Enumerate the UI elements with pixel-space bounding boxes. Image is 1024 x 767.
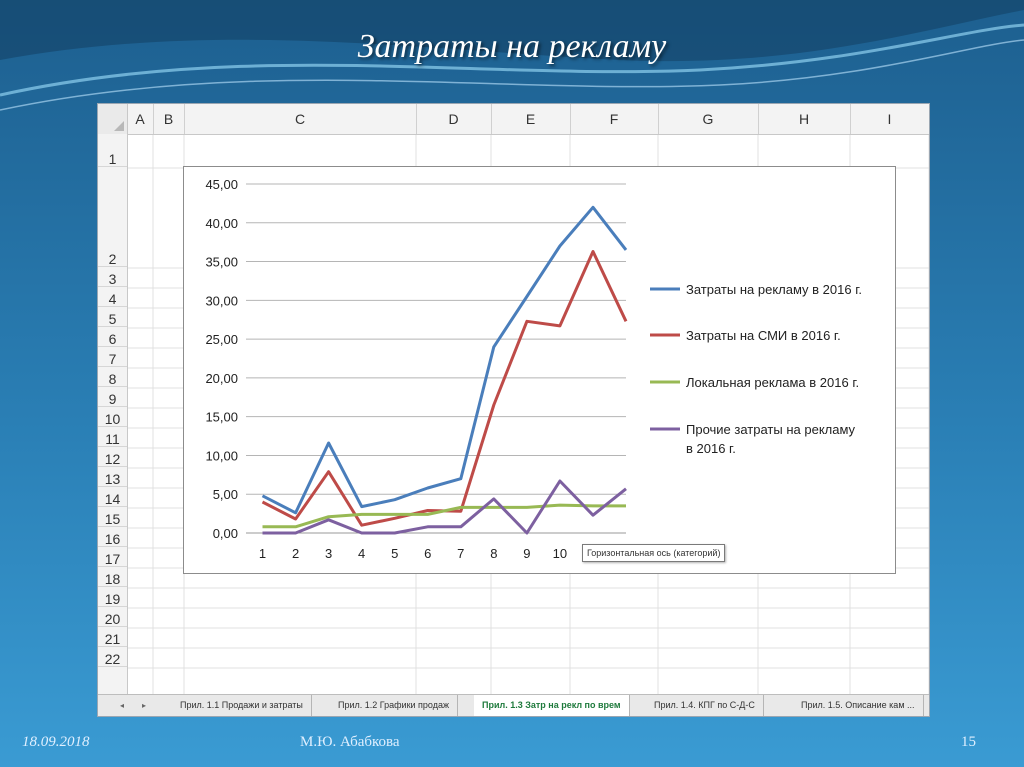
row-header-15[interactable]: 15 (98, 507, 127, 527)
x-tick-label: 10 (553, 546, 567, 561)
y-tick-label: 35,00 (205, 255, 238, 270)
row-header-3[interactable]: 3 (98, 267, 127, 287)
column-header-i[interactable]: I (850, 104, 929, 134)
row-header-9[interactable]: 9 (98, 387, 127, 407)
sheet-tab-2[interactable]: Прил. 1.2 Графики продаж (330, 695, 459, 716)
row-header-4[interactable]: 4 (98, 287, 127, 307)
row-header-6[interactable]: 6 (98, 327, 127, 347)
select-all-corner[interactable] (98, 104, 128, 134)
row-header-18[interactable]: 18 (98, 567, 127, 587)
series-line-1[interactable] (261, 205, 628, 515)
row-header-16[interactable]: 16 (98, 527, 127, 547)
row-header-14[interactable]: 14 (98, 487, 127, 507)
legend-label-1: Затраты на рекламу в 2016 г. (686, 282, 862, 297)
x-tick-label: 6 (424, 546, 431, 561)
row-header-2[interactable]: 2 (98, 167, 127, 267)
legend-label-4: Прочие затраты на рекламу в 2016 г. (686, 422, 856, 456)
y-tick-label: 30,00 (205, 293, 238, 308)
chart-area[interactable]: 0,00 5,00 10,00 15,00 20,00 25,00 30,00 35,00 40… (183, 166, 896, 574)
x-tick-label: 5 (391, 546, 398, 561)
x-tick-label: 7 (457, 546, 464, 561)
footer-author: М.Ю. Абабкова (300, 734, 400, 750)
legend-label-2: Затраты на СМИ в 2016 г. (686, 328, 841, 343)
series-line-4[interactable] (262, 479, 627, 535)
sheet-tab-3[interactable]: Прил. 1.3 Затр на рекл по врем (474, 695, 630, 716)
line-chart[interactable]: 0,00 5,00 10,00 15,00 20,00 25,00 30,00 35,00 40… (184, 167, 895, 573)
y-tick-label: 5,00 (213, 487, 238, 502)
row-header-13[interactable]: 13 (98, 467, 127, 487)
slide-title: Затраты на рекламу (357, 28, 667, 65)
sheet-tab-4[interactable]: Прил. 1.4. КПГ по С-Д-С (646, 695, 764, 716)
column-header-a[interactable]: A (127, 104, 154, 134)
column-header-e[interactable]: E (491, 104, 571, 134)
y-tick-label: 15,00 (205, 410, 238, 425)
y-tick-label: 20,00 (205, 371, 238, 386)
column-header-f[interactable]: F (570, 104, 659, 134)
column-header-h[interactable]: H (758, 104, 851, 134)
y-tick-label: 25,00 (205, 332, 238, 347)
column-header-b[interactable]: B (153, 104, 185, 134)
y-tick-label: 45,00 (205, 177, 238, 192)
legend-label-3: Локальная реклама в 2016 г. (686, 375, 859, 390)
row-header-22[interactable]: 22 (98, 647, 127, 667)
header-swoosh (0, 0, 1024, 111)
y-tick-label: 0,00 (213, 526, 238, 541)
row-header-10[interactable]: 10 (98, 407, 127, 427)
sheet-tab-1[interactable]: Прил. 1.1 Продажи и затраты (172, 695, 312, 716)
row-header-5[interactable]: 5 (98, 307, 127, 327)
row-header-8[interactable]: 8 (98, 367, 127, 387)
x-tick-label: 3 (325, 546, 332, 561)
column-header-d[interactable]: D (416, 104, 492, 134)
row-header-17[interactable]: 17 (98, 547, 127, 567)
row-header-20[interactable]: 20 (98, 607, 127, 627)
footer-date: 18.09.2018 (22, 734, 90, 750)
x-tick-label: 4 (358, 546, 365, 561)
sheet-tab-5[interactable]: Прил. 1.5. Описание кам ... (793, 695, 924, 716)
x-tick-label: 8 (490, 546, 497, 561)
sheet-tab-bar: ◂ ▸ Прил. 1.1 Продажи и затраты Прил. 1.2… (98, 694, 929, 716)
x-tick-label: 2 (292, 546, 299, 561)
row-header-21[interactable]: 21 (98, 627, 127, 647)
column-header-g[interactable]: G (658, 104, 759, 134)
column-header-c[interactable]: C (184, 104, 417, 134)
row-header-12[interactable]: 12 (98, 447, 127, 467)
y-tick-label: 40,00 (205, 216, 238, 231)
row-header-7[interactable]: 7 (98, 347, 127, 367)
x-tick-label: 9 (523, 546, 530, 561)
y-tick-label: 10,00 (205, 448, 238, 463)
row-header-1[interactable]: 1 (98, 134, 127, 167)
row-header-bar: 1 2 3 4 5 6 7 8 9 10 11 12 13 14 15 16 17 18 19 20 21 22 (98, 134, 128, 694)
row-header-11[interactable]: 11 (98, 427, 127, 447)
footer-page-number: 15 (961, 734, 976, 750)
row-header-19[interactable]: 19 (98, 587, 127, 607)
x-tick-label: 1 (259, 546, 266, 561)
series-line-3[interactable] (262, 503, 627, 529)
axis-tooltip: Горизонтальная ось (категорий) (582, 544, 726, 562)
tab-scroll-left-icon[interactable]: ◂ (119, 701, 124, 710)
tab-scroll-right-icon[interactable]: ▸ (141, 701, 146, 710)
